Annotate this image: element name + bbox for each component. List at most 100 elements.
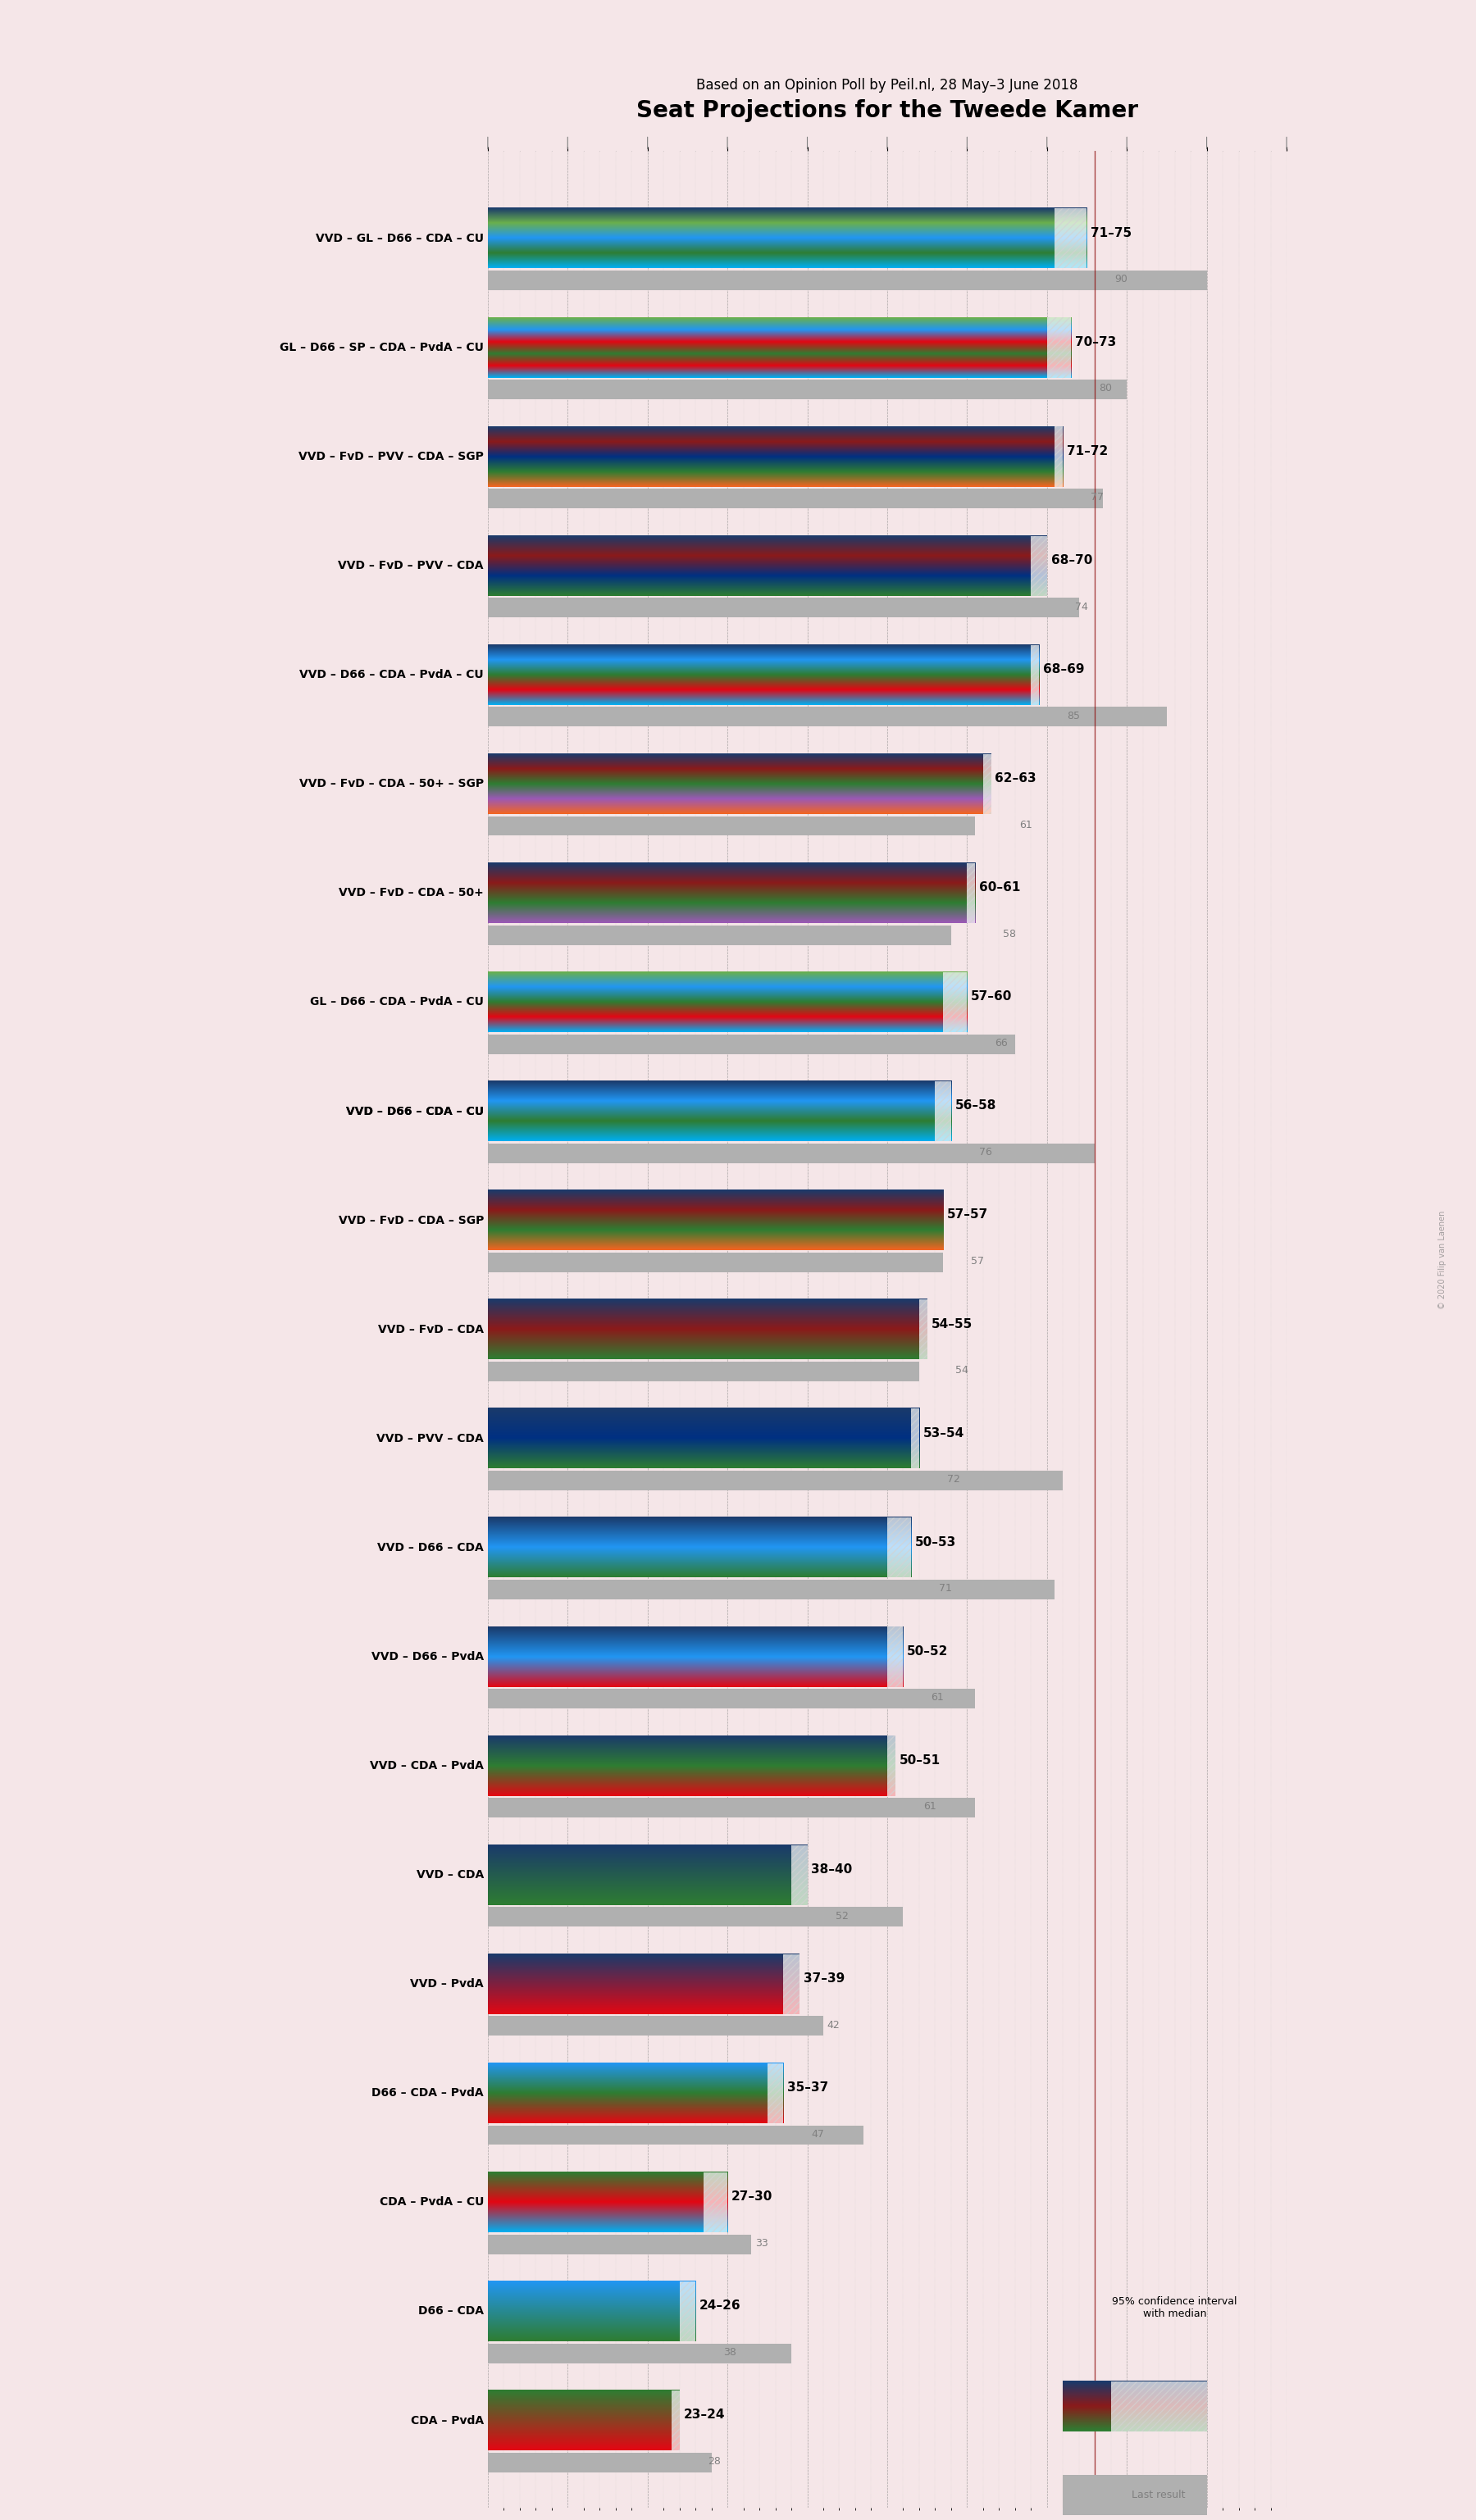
Text: 85: 85 xyxy=(1067,711,1080,721)
Bar xyxy=(487,2344,791,2364)
Text: 50–51: 50–51 xyxy=(899,1754,940,1767)
Text: VVD – FvD – PVV – CDA – SGP: VVD – FvD – PVV – CDA – SGP xyxy=(298,451,484,461)
Bar xyxy=(1110,2381,1207,2432)
Text: VVD – D66 – CDA: VVD – D66 – CDA xyxy=(378,1542,484,1552)
Bar xyxy=(887,1736,894,1797)
Text: CDA – PvdA: CDA – PvdA xyxy=(410,2414,484,2427)
Text: VVD – CDA: VVD – CDA xyxy=(416,1870,484,1880)
Bar xyxy=(487,1797,976,1817)
Text: 47: 47 xyxy=(812,2129,824,2139)
Text: 66: 66 xyxy=(995,1038,1008,1048)
Text: 35–37: 35–37 xyxy=(787,2082,828,2094)
Text: VVD – D66 – CDA – CU: VVD – D66 – CDA – CU xyxy=(345,1106,484,1116)
Title: Seat Projections for the Tweede Kamer: Seat Projections for the Tweede Kamer xyxy=(636,98,1138,121)
Text: 50–52: 50–52 xyxy=(908,1646,949,1658)
Text: 71: 71 xyxy=(939,1583,952,1593)
Bar xyxy=(679,2281,695,2341)
Bar xyxy=(487,925,951,945)
Text: 76: 76 xyxy=(979,1147,992,1157)
Bar xyxy=(784,1953,800,2013)
Bar xyxy=(920,1300,927,1358)
Text: 53–54: 53–54 xyxy=(922,1426,964,1439)
Text: VVD – FvD – CDA: VVD – FvD – CDA xyxy=(378,1323,484,1336)
Bar xyxy=(487,1688,976,1709)
Text: 80: 80 xyxy=(1098,383,1111,393)
Text: 24–26: 24–26 xyxy=(700,2301,741,2311)
Text: 57–60: 57–60 xyxy=(971,990,1013,1003)
Text: 95% confidence interval
with median: 95% confidence interval with median xyxy=(1113,2296,1237,2318)
Bar xyxy=(1030,537,1046,595)
Text: 71–75: 71–75 xyxy=(1091,227,1132,239)
Text: VVD – FvD – CDA – SGP: VVD – FvD – CDA – SGP xyxy=(338,1215,484,1227)
Bar xyxy=(967,862,976,922)
Text: 27–30: 27–30 xyxy=(732,2190,773,2202)
Text: 68–69: 68–69 xyxy=(1044,663,1085,675)
Text: 61: 61 xyxy=(1018,819,1032,829)
Bar xyxy=(487,708,1166,726)
Text: 56–58: 56–58 xyxy=(955,1099,996,1111)
Bar xyxy=(487,270,1207,290)
Text: 61: 61 xyxy=(931,1693,945,1704)
Bar xyxy=(487,2452,711,2472)
Text: 38–40: 38–40 xyxy=(812,1862,853,1875)
Text: 54–55: 54–55 xyxy=(931,1318,973,1331)
Text: 52: 52 xyxy=(835,1910,849,1920)
Text: 68–70: 68–70 xyxy=(1051,554,1092,567)
Bar xyxy=(672,2391,679,2449)
Text: 28: 28 xyxy=(707,2457,720,2467)
Text: 61: 61 xyxy=(922,1802,936,1812)
Bar xyxy=(487,1033,1015,1053)
Text: 72: 72 xyxy=(948,1474,959,1484)
Text: VVD – D66 – CDA – CU: VVD – D66 – CDA – CU xyxy=(345,1106,484,1116)
Text: VVD – FvD – CDA – 50+ – SGP: VVD – FvD – CDA – 50+ – SGP xyxy=(300,779,484,789)
Bar xyxy=(487,1908,903,1928)
Bar xyxy=(487,381,1126,398)
Bar xyxy=(487,489,1103,509)
Text: 90: 90 xyxy=(1114,275,1128,285)
Text: 50–53: 50–53 xyxy=(915,1537,956,1547)
Text: VVD – FvD – CDA – 50+: VVD – FvD – CDA – 50+ xyxy=(339,887,484,900)
Bar xyxy=(1055,209,1086,270)
Text: VVD – FvD – PVV – CDA: VVD – FvD – PVV – CDA xyxy=(338,559,484,572)
Text: GL – D66 – CDA – PvdA – CU: GL – D66 – CDA – PvdA – CU xyxy=(310,995,484,1008)
Bar xyxy=(983,753,990,814)
Bar xyxy=(1063,2475,1207,2515)
Bar xyxy=(1055,426,1063,486)
Bar xyxy=(768,2064,784,2124)
Bar xyxy=(487,816,976,837)
Bar xyxy=(936,1081,951,1142)
Text: GL – D66 – SP – CDA – PvdA – CU: GL – D66 – SP – CDA – PvdA – CU xyxy=(280,343,484,353)
Text: 71–72: 71–72 xyxy=(1067,446,1108,456)
Bar xyxy=(487,597,1079,617)
Text: 38: 38 xyxy=(723,2346,737,2359)
Bar xyxy=(1030,645,1039,706)
Bar xyxy=(887,1628,903,1686)
Text: VVD – PVV – CDA: VVD – PVV – CDA xyxy=(376,1434,484,1444)
Text: 57: 57 xyxy=(971,1255,984,1268)
Bar xyxy=(887,1517,911,1578)
Bar xyxy=(487,2235,751,2253)
Text: 60–61: 60–61 xyxy=(979,882,1020,895)
Text: 74: 74 xyxy=(1075,602,1088,612)
Text: VVD – GL – D66 – CDA – CU: VVD – GL – D66 – CDA – CU xyxy=(316,232,484,244)
Text: Based on an Opinion Poll by Peil.nl, 28 May–3 June 2018: Based on an Opinion Poll by Peil.nl, 28 … xyxy=(697,78,1077,93)
Text: VVD – CDA – PvdA: VVD – CDA – PvdA xyxy=(370,1759,484,1772)
Text: 77: 77 xyxy=(1091,491,1104,504)
Text: 54: 54 xyxy=(955,1366,968,1376)
Text: D66 – CDA: D66 – CDA xyxy=(418,2306,484,2316)
Text: VVD – D66 – PvdA: VVD – D66 – PvdA xyxy=(372,1651,484,1663)
Bar xyxy=(704,2172,728,2233)
Text: 70–73: 70–73 xyxy=(1075,335,1116,348)
Bar xyxy=(487,2124,863,2145)
Bar xyxy=(911,1409,920,1469)
Text: D66 – CDA – PvdA: D66 – CDA – PvdA xyxy=(372,2087,484,2099)
Text: © 2020 Filip van Laenen: © 2020 Filip van Laenen xyxy=(1438,1210,1446,1310)
Bar xyxy=(487,1472,1063,1489)
Bar xyxy=(1046,318,1072,378)
Bar xyxy=(487,1361,920,1381)
Text: 37–39: 37–39 xyxy=(803,1973,844,1986)
Text: VVD – D66 – CDA – PvdA – CU: VVD – D66 – CDA – PvdA – CU xyxy=(300,670,484,680)
Bar xyxy=(487,1252,943,1273)
Text: VVD – PvdA: VVD – PvdA xyxy=(410,1978,484,1991)
Bar xyxy=(943,973,967,1033)
